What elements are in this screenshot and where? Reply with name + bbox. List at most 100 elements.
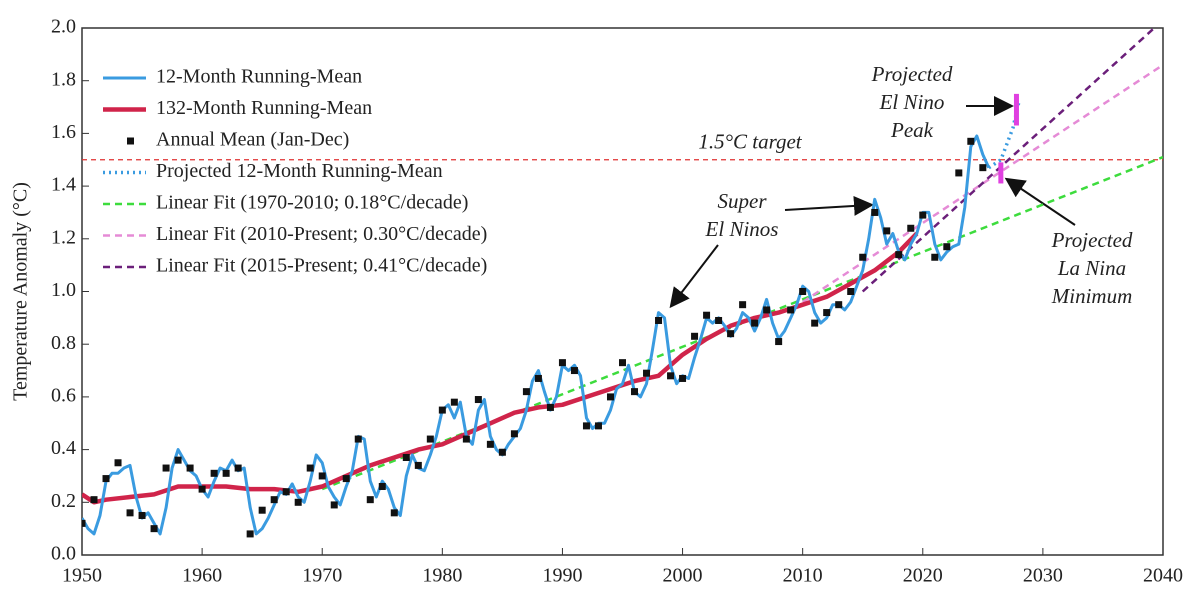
annual-mean-marker bbox=[967, 137, 975, 145]
annotation: El Ninos bbox=[705, 217, 779, 241]
annual-mean-marker bbox=[558, 359, 566, 367]
annual-mean-marker bbox=[462, 435, 470, 443]
annual-mean-marker bbox=[438, 406, 446, 414]
annual-mean-marker bbox=[258, 506, 266, 514]
annual-mean-marker bbox=[270, 496, 278, 504]
annual-mean-marker bbox=[222, 469, 230, 477]
annual-mean-marker bbox=[931, 253, 939, 261]
annual-mean-marker bbox=[727, 330, 735, 338]
annotation: Projected bbox=[871, 62, 953, 86]
legend-label: Projected 12-Month Running-Mean bbox=[156, 160, 443, 182]
annual-mean-marker bbox=[82, 519, 86, 527]
annual-mean-marker bbox=[679, 374, 687, 382]
annual-mean-marker bbox=[534, 374, 542, 382]
annual-mean-marker bbox=[330, 501, 338, 509]
annual-mean-marker bbox=[114, 459, 122, 467]
annual-mean-marker bbox=[907, 224, 915, 232]
legend-label: Linear Fit (1970-2010; 0.18°C/decade) bbox=[156, 192, 468, 214]
legend-label: 12-Month Running-Mean bbox=[156, 66, 362, 88]
annual-mean-marker bbox=[546, 403, 554, 411]
annual-mean-marker bbox=[126, 509, 134, 517]
annual-mean-marker bbox=[150, 525, 158, 533]
x-tick-label: 1970 bbox=[302, 565, 342, 587]
annotation: Peak bbox=[890, 118, 934, 142]
annual-mean-marker bbox=[883, 227, 891, 235]
annual-mean-marker bbox=[378, 482, 386, 490]
annotation: Super bbox=[718, 189, 768, 213]
annual-mean-marker bbox=[606, 393, 614, 401]
legend-marker bbox=[127, 137, 134, 145]
annual-mean-marker bbox=[823, 309, 831, 317]
y-tick-label: 0.8 bbox=[51, 332, 76, 354]
annual-mean-marker bbox=[138, 511, 146, 519]
annual-mean-marker bbox=[799, 288, 807, 295]
annotation: Minimum bbox=[1051, 284, 1133, 308]
annual-mean-marker bbox=[282, 488, 290, 496]
annual-mean-marker bbox=[763, 306, 771, 314]
annual-mean-marker bbox=[234, 464, 242, 472]
annual-mean-marker bbox=[943, 243, 951, 251]
annotation: La Nina bbox=[1057, 256, 1126, 280]
annual-mean-marker bbox=[979, 164, 987, 172]
x-tick-label: 1980 bbox=[422, 565, 462, 587]
annual-mean-marker bbox=[246, 530, 254, 538]
y-tick-label: 1.8 bbox=[51, 68, 76, 90]
annual-mean-marker bbox=[342, 475, 350, 483]
annual-mean-marker bbox=[655, 316, 663, 324]
annual-mean-marker bbox=[318, 472, 326, 480]
x-tick-label: 2000 bbox=[663, 565, 703, 587]
x-tick-label: 2040 bbox=[1143, 565, 1183, 587]
annual-mean-marker bbox=[787, 306, 795, 314]
annual-mean-marker bbox=[703, 311, 711, 319]
annual-mean-marker bbox=[174, 456, 182, 464]
annotation: Projected bbox=[1051, 228, 1133, 252]
annual-mean-marker bbox=[715, 316, 723, 324]
y-tick-label: 1.6 bbox=[51, 121, 76, 143]
arrow bbox=[669, 244, 719, 309]
plot-data bbox=[82, 28, 1163, 538]
annual-mean-marker bbox=[498, 448, 506, 456]
annotation: El Nino bbox=[879, 90, 945, 114]
annual-mean-marker bbox=[582, 422, 590, 430]
annual-mean-marker bbox=[102, 475, 110, 483]
annual-mean-marker bbox=[210, 469, 218, 477]
annual-mean-marker bbox=[306, 464, 314, 472]
y-tick-label: 2.0 bbox=[51, 16, 76, 38]
annual-mean-marker bbox=[186, 464, 194, 472]
x-tick-label: 2030 bbox=[1023, 565, 1063, 587]
annual-mean-marker bbox=[162, 464, 170, 472]
arrow bbox=[784, 195, 874, 216]
legend-label: Annual Mean (Jan-Dec) bbox=[156, 129, 349, 151]
y-tick-label: 0.0 bbox=[51, 543, 76, 565]
y-axis-label: Temperature Anomaly (°C) bbox=[10, 182, 32, 401]
y-tick-label: 0.2 bbox=[51, 490, 76, 512]
annual-mean-marker bbox=[198, 485, 206, 493]
x-tick-label: 2020 bbox=[903, 565, 943, 587]
annual-mean-marker bbox=[450, 398, 458, 406]
annual-mean-marker bbox=[90, 496, 98, 504]
y-tick-label: 1.4 bbox=[51, 174, 76, 196]
annual-mean-marker bbox=[619, 359, 626, 367]
series-line bbox=[861, 28, 1157, 293]
annual-mean-marker bbox=[871, 208, 879, 216]
legend-label: 132-Month Running-Mean bbox=[156, 97, 372, 119]
annual-mean-marker bbox=[294, 498, 302, 506]
annotation-arrows bbox=[669, 96, 1076, 309]
annual-mean-marker bbox=[366, 496, 374, 504]
annual-mean-marker bbox=[667, 372, 675, 380]
annual-mean-marker bbox=[474, 396, 482, 404]
annual-mean-marker bbox=[919, 211, 927, 219]
annual-mean-marker bbox=[390, 509, 398, 517]
x-tick-label: 1960 bbox=[182, 565, 222, 587]
annual-mean-marker bbox=[402, 454, 410, 462]
y-tick-label: 1.0 bbox=[51, 279, 76, 301]
annual-mean-marker bbox=[739, 301, 747, 309]
y-tick-label: 0.6 bbox=[51, 384, 76, 406]
annual-mean-marker bbox=[643, 369, 651, 377]
annual-mean-marker bbox=[955, 169, 963, 177]
annual-mean-marker bbox=[486, 440, 494, 448]
annual-mean-marker bbox=[414, 461, 422, 469]
legend-label: Linear Fit (2015-Present; 0.41°C/decade) bbox=[156, 255, 487, 277]
arrow bbox=[1004, 177, 1076, 226]
annual-mean-marker bbox=[594, 422, 602, 430]
